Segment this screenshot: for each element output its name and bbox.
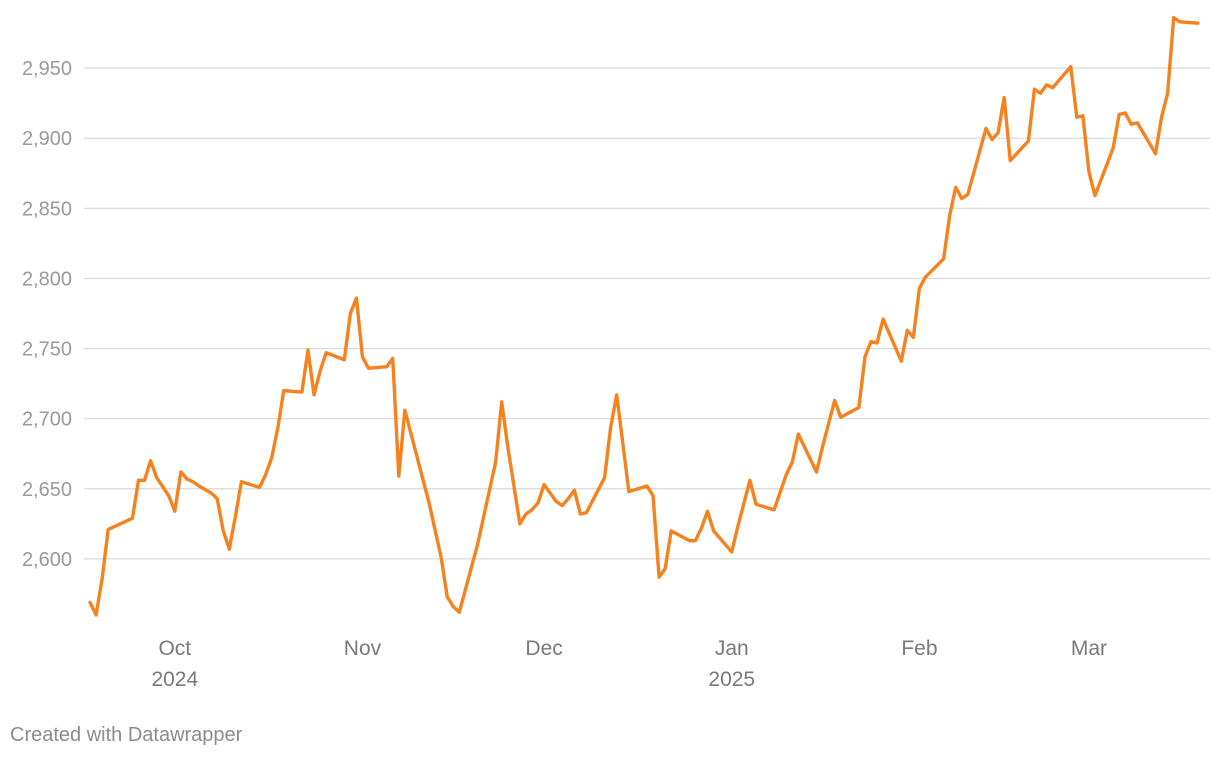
x-tick-year-label: 2025 (708, 668, 755, 691)
grid-lines (84, 67, 1210, 560)
x-tick-year-label: 2024 (151, 668, 198, 691)
y-tick-label: 2,700 (22, 409, 72, 431)
x-tick-label: Jan (715, 637, 749, 660)
series-lines (88, 15, 1200, 617)
y-tick-label: 2,650 (22, 479, 72, 501)
y-tick-label: 2,950 (22, 58, 72, 80)
y-axis-labels: 2,600 2,650 2,700 2,750 2,800 2,850 2,900 2,950 (22, 58, 72, 571)
y-tick-label: 2,800 (22, 268, 72, 290)
x-tick-label: Dec (525, 637, 562, 660)
x-tick-label: Oct (158, 637, 191, 660)
x-tick-label: Mar (1071, 637, 1107, 660)
y-tick-label: 2,850 (22, 198, 72, 220)
y-tick-label: 2,600 (22, 549, 72, 571)
footer-credit: Created with Datawrapper (10, 724, 243, 746)
y-tick-label: 2,750 (22, 339, 72, 361)
x-tick-label: Feb (901, 637, 937, 660)
series-line-0 (88, 15, 1200, 617)
line-chart: 2,600 2,650 2,700 2,750 2,800 2,850 2,900 2,950… (22, 15, 1210, 691)
y-tick-label: 2,900 (22, 128, 72, 150)
x-axis-labels: Oct 2024 Nov Dec Jan 2025 Feb Mar (151, 637, 1107, 691)
x-tick-label: Nov (344, 637, 382, 660)
